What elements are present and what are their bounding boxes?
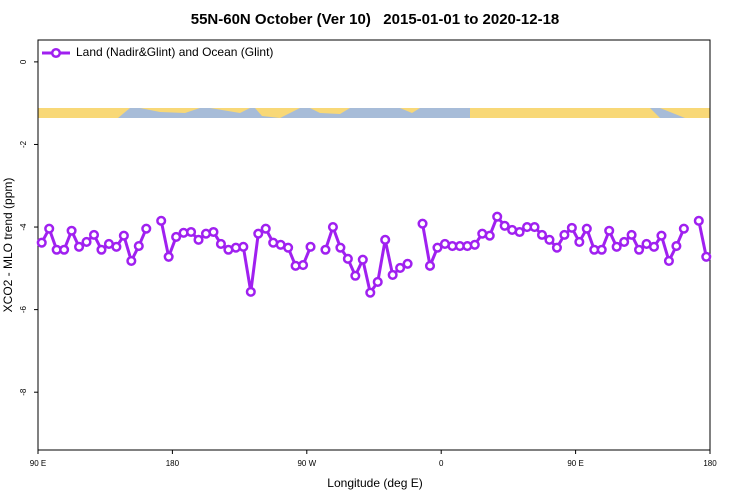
- x-tick-label: 90 E: [567, 459, 583, 468]
- data-point: [372, 276, 383, 288]
- data-point: [163, 251, 174, 262]
- data-point: [96, 244, 107, 255]
- data-point: [238, 241, 249, 252]
- y-tick-label: 0: [19, 59, 28, 64]
- data-point: [663, 255, 674, 266]
- data-point: [305, 241, 316, 252]
- data-point: [432, 242, 443, 253]
- chart-title: 55N-60N October (Ver 10) 2015-01-01 to 2…: [191, 11, 560, 28]
- x-tick-label: 90 W: [297, 459, 316, 468]
- data-point: [701, 251, 712, 262]
- data-point: [544, 234, 555, 245]
- data-point: [357, 254, 368, 265]
- data-point: [365, 287, 376, 298]
- data-point: [141, 223, 152, 234]
- y-tick-label: -8: [19, 388, 28, 396]
- data-point: [492, 211, 503, 222]
- y-tick-label: -6: [19, 306, 28, 314]
- x-tick-label: 180: [166, 459, 180, 468]
- data-point: [566, 222, 577, 233]
- data-point: [171, 231, 182, 242]
- x-axis-label: Longitude (deg E): [327, 476, 422, 490]
- data-point: [574, 236, 585, 247]
- data-point: [260, 223, 271, 234]
- data-point: [529, 221, 540, 233]
- data-point: [604, 225, 615, 236]
- data-point: [656, 230, 667, 241]
- data-point: [619, 236, 630, 247]
- data-point: [402, 258, 413, 269]
- data-point: [36, 237, 47, 248]
- data-point: [283, 242, 294, 253]
- data-point: [208, 226, 219, 238]
- data-point: [611, 241, 622, 252]
- data-point: [626, 229, 637, 240]
- data-point: [387, 269, 398, 280]
- data-point: [126, 255, 137, 266]
- data-point: [342, 253, 353, 264]
- y-tick-label: -2: [19, 140, 28, 148]
- data-point: [536, 229, 548, 240]
- data-point: [484, 230, 495, 241]
- data-point: [693, 215, 704, 226]
- data-point: [186, 226, 197, 238]
- data-point: [596, 244, 607, 255]
- data-point: [320, 244, 331, 255]
- data-point: [88, 229, 100, 240]
- data-point: [671, 240, 682, 252]
- data-point: [74, 241, 85, 252]
- data-point: [118, 230, 129, 241]
- data-point: [111, 241, 122, 252]
- data-point: [350, 270, 361, 281]
- data-point: [559, 229, 570, 240]
- data-point: [81, 236, 92, 247]
- legend-marker: [50, 47, 62, 59]
- data-point: [499, 220, 510, 231]
- data-point: [59, 244, 70, 255]
- data-point: [66, 225, 77, 236]
- legend-label: Land (Nadir&Glint) and Ocean (Glint): [76, 45, 273, 59]
- data-point: [380, 234, 391, 245]
- data-point: [424, 260, 436, 271]
- data-point: [44, 223, 55, 234]
- data-point: [634, 244, 645, 255]
- x-tick-label: 0: [439, 459, 444, 468]
- data-point: [245, 286, 256, 297]
- data-point: [335, 242, 346, 253]
- data-point: [253, 228, 264, 239]
- series-line: [697, 220, 708, 258]
- data-point: [327, 221, 338, 233]
- data-point: [551, 242, 562, 253]
- data-point: [581, 223, 592, 234]
- y-axis-label: XCO2 - MLO trend (ppm): [1, 178, 15, 313]
- map-strip: [38, 108, 710, 118]
- data-point: [298, 259, 309, 271]
- x-tick-label: 90 E: [30, 459, 46, 468]
- data-point: [469, 239, 480, 250]
- data-point: [514, 226, 525, 238]
- x-tick-label: 180: [703, 459, 717, 468]
- data-point: [156, 215, 167, 226]
- data-point: [648, 241, 660, 252]
- data-point: [215, 238, 226, 250]
- data-point: [417, 218, 428, 229]
- data-point: [193, 234, 204, 245]
- data-point: [678, 223, 689, 234]
- y-tick-label: -4: [19, 223, 28, 231]
- data-point: [395, 262, 406, 273]
- data-point: [133, 240, 144, 252]
